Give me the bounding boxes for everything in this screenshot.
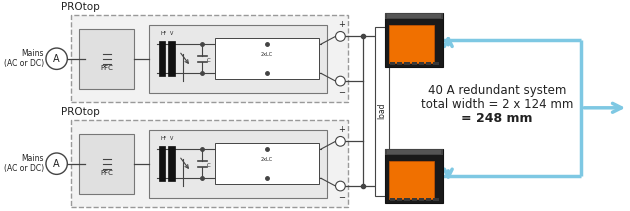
Bar bbox=[433, 62, 438, 65]
Bar bbox=[404, 198, 410, 201]
Bar bbox=[426, 62, 432, 65]
Bar bbox=[385, 149, 444, 203]
Bar bbox=[389, 25, 433, 63]
Bar bbox=[79, 29, 134, 89]
Bar bbox=[79, 134, 134, 194]
Circle shape bbox=[336, 137, 345, 146]
Text: C: C bbox=[206, 58, 210, 63]
Text: A: A bbox=[54, 159, 60, 169]
Bar bbox=[71, 15, 348, 103]
Text: 2xLC: 2xLC bbox=[261, 52, 273, 57]
Text: V: V bbox=[169, 31, 173, 35]
Bar bbox=[390, 198, 395, 201]
Text: V: V bbox=[169, 135, 173, 141]
Text: 40 A redundant system: 40 A redundant system bbox=[428, 84, 566, 97]
Bar bbox=[404, 62, 410, 65]
Bar bbox=[385, 13, 444, 66]
Text: PROtop: PROtop bbox=[62, 107, 100, 117]
Bar bbox=[159, 41, 166, 76]
Bar bbox=[168, 41, 175, 76]
Bar bbox=[149, 130, 327, 198]
Bar bbox=[397, 62, 403, 65]
Text: A: A bbox=[54, 54, 60, 64]
Text: −: − bbox=[338, 193, 345, 202]
Text: Hᵛ: Hᵛ bbox=[161, 31, 167, 35]
Text: = 248 mm: = 248 mm bbox=[461, 111, 532, 124]
Text: PFC: PFC bbox=[100, 65, 113, 72]
Text: Mains
(AC or DC): Mains (AC or DC) bbox=[4, 154, 44, 173]
Text: load: load bbox=[378, 103, 387, 119]
Bar bbox=[71, 120, 348, 207]
Bar bbox=[419, 198, 424, 201]
Circle shape bbox=[336, 31, 345, 41]
Bar bbox=[387, 150, 442, 154]
Bar bbox=[389, 161, 433, 199]
Bar bbox=[419, 62, 424, 65]
Text: +: + bbox=[338, 20, 345, 29]
Text: total width = 2 x 124 mm: total width = 2 x 124 mm bbox=[421, 98, 573, 111]
Bar bbox=[426, 198, 432, 201]
Text: Hᵛ: Hᵛ bbox=[161, 135, 167, 141]
Bar bbox=[149, 25, 327, 93]
Bar bbox=[375, 27, 389, 196]
Bar bbox=[215, 143, 319, 184]
Bar bbox=[215, 38, 319, 79]
Bar bbox=[390, 62, 395, 65]
Text: Mains
(AC or DC): Mains (AC or DC) bbox=[4, 49, 44, 68]
Text: −: − bbox=[338, 88, 345, 97]
Bar bbox=[433, 198, 438, 201]
Circle shape bbox=[46, 48, 67, 69]
Text: +: + bbox=[338, 124, 345, 134]
Circle shape bbox=[336, 181, 345, 191]
Text: PFC: PFC bbox=[100, 170, 113, 176]
Text: PROtop: PROtop bbox=[62, 2, 100, 12]
Text: 2xLC: 2xLC bbox=[261, 157, 273, 162]
Bar bbox=[387, 14, 442, 18]
Bar bbox=[385, 13, 444, 19]
Bar bbox=[159, 146, 166, 181]
Bar bbox=[411, 62, 417, 65]
Bar bbox=[385, 149, 444, 155]
Bar bbox=[168, 146, 175, 181]
Text: C: C bbox=[206, 163, 210, 168]
Bar bbox=[411, 198, 417, 201]
Circle shape bbox=[46, 153, 67, 174]
Bar bbox=[397, 198, 403, 201]
Circle shape bbox=[336, 76, 345, 86]
